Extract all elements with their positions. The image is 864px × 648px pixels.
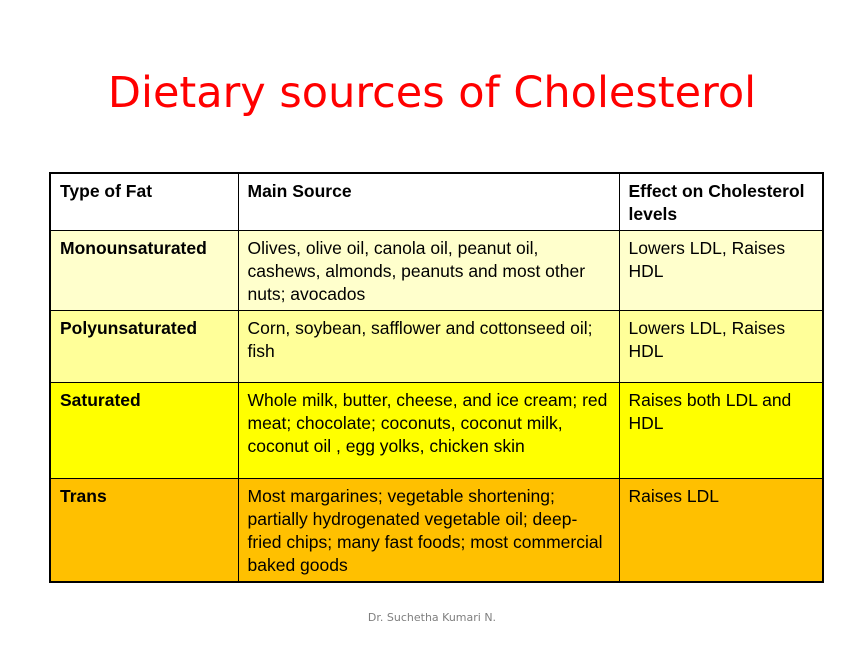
fat-type-cell: Saturated [49, 382, 239, 479]
table-row-monounsaturated: Monounsaturated Olives, olive oil, canol… [49, 230, 824, 311]
main-source-cell: Olives, olive oil, canola oil, peanut oi… [237, 230, 620, 311]
main-source-cell: Corn, soybean, safflower and cottonseed … [237, 310, 620, 383]
column-header-main-source: Main Source [237, 172, 620, 231]
effect-cell: Lowers LDL, Raises HDL [618, 230, 824, 311]
column-header-effect: Effect on Cholesterol levels [618, 172, 824, 231]
slide-footer: Dr. Suchetha Kumari N. [367, 611, 497, 624]
column-header-type-of-fat: Type of Fat [49, 172, 239, 231]
cholesterol-sources-table: Type of Fat Main Source Effect on Choles… [49, 172, 824, 583]
effect-cell: Raises both LDL and HDL [618, 382, 824, 479]
main-source-cell: Whole milk, butter, cheese, and ice crea… [237, 382, 620, 479]
slide-title: Dietary sources of Cholesterol [107, 68, 757, 118]
table-row-polyunsaturated: Polyunsaturated Corn, soybean, safflower… [49, 310, 824, 383]
fat-type-cell: Trans [49, 478, 239, 583]
fat-type-cell: Monounsaturated [49, 230, 239, 311]
main-source-cell: Most margarines; vegetable shortening; p… [237, 478, 620, 583]
effect-cell: Raises LDL [618, 478, 824, 583]
table-row-saturated: Saturated Whole milk, butter, cheese, an… [49, 382, 824, 479]
fat-type-cell: Polyunsaturated [49, 310, 239, 383]
table-header-row: Type of Fat Main Source Effect on Choles… [49, 172, 824, 231]
table-row-trans: Trans Most margarines; vegetable shorten… [49, 478, 824, 583]
effect-cell: Lowers LDL, Raises HDL [618, 310, 824, 383]
